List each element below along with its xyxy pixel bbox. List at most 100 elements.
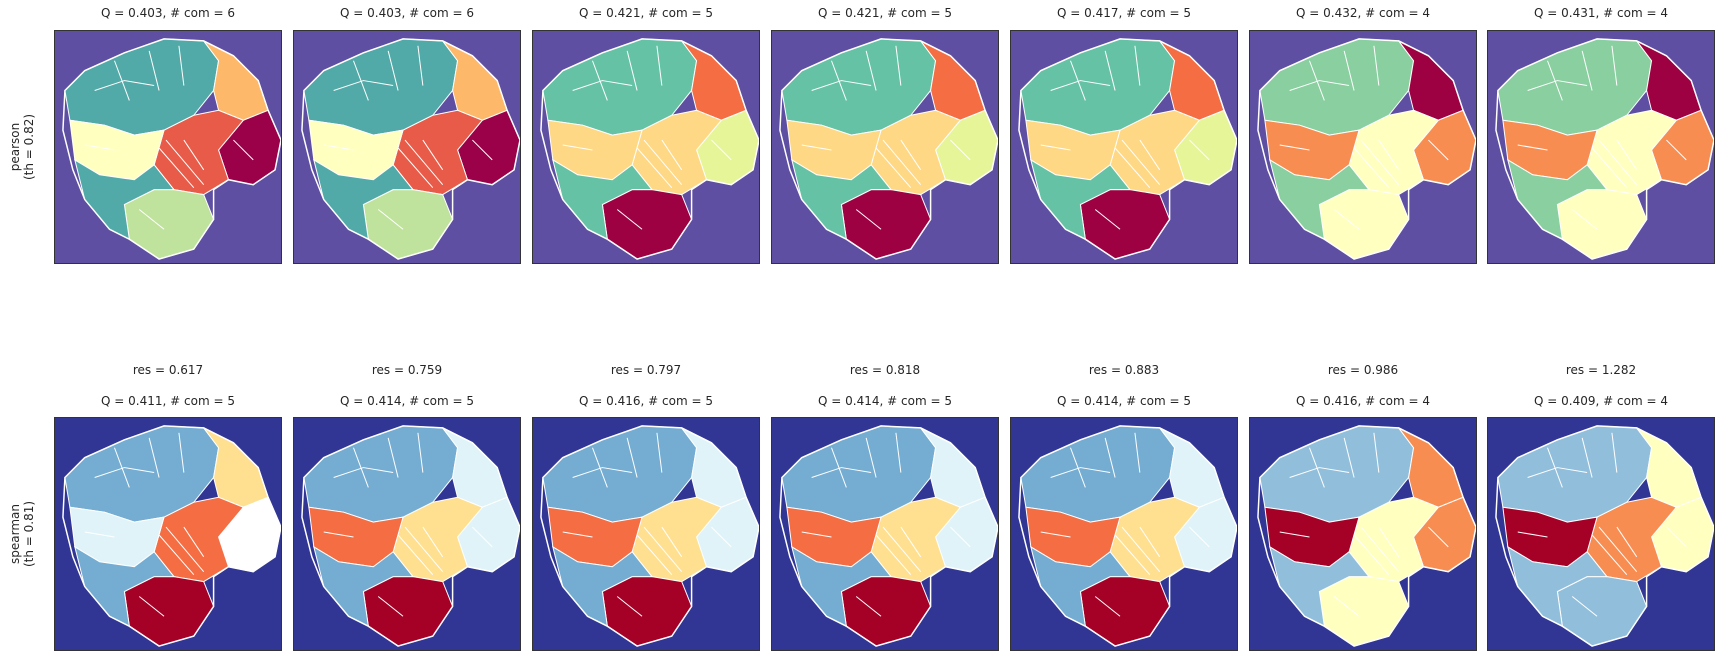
modularity-title: Q = 0.411, # com = 5 [101,394,235,408]
community-map-panel [1010,417,1238,651]
parcel-boundary [1571,596,1598,617]
parcel-boundary [404,526,444,572]
parcel-boundary [158,147,195,188]
parcel-boundary [572,80,633,91]
parcel-boundary [397,534,434,575]
community-map-panel [532,417,760,651]
parcel-boundary [1050,80,1111,91]
parcel-boundary [165,526,205,572]
community-map-panel [1249,417,1477,651]
community-map [62,38,281,260]
row-label-method: pearson [8,122,22,172]
parcel-boundary [94,80,155,91]
parcel-boundary [1289,80,1350,91]
parcel-boundary [1114,534,1151,575]
parcel-boundary [84,531,115,538]
community-region [1556,189,1648,260]
community-map [540,38,759,260]
parcel-boundary [1104,50,1116,91]
brain-outline [540,38,759,260]
resolution-title: res = 0.617 [132,363,204,377]
parcel-boundary [333,467,394,478]
parcel-boundary [183,526,205,558]
parcel-boundary [138,209,165,230]
community-map-panel [54,417,282,651]
brain-outline [62,38,281,260]
parcel-boundary [233,526,254,548]
parcel-boundary [1611,45,1618,86]
parcel-boundary [1134,45,1141,86]
community-region [123,189,215,260]
community-map-panel [771,30,999,264]
parcel-boundary [377,209,404,230]
parcel-boundary [661,526,683,558]
parcel-boundary [422,526,444,558]
brain-outline [62,425,281,647]
parcel-boundary [811,467,872,478]
parcel-boundary [1428,526,1449,548]
community-map [779,425,998,647]
modularity-title: Q = 0.414, # com = 5 [1057,394,1191,408]
modularity-title: Q = 0.403, # com = 6 [101,6,235,20]
parcel-boundary [1353,147,1390,188]
resolution-title: res = 0.759 [371,363,443,377]
parcel-boundary [333,80,394,91]
community-map-panel [1010,30,1238,264]
parcel-boundary [1050,467,1111,478]
parcel-boundary [84,144,115,151]
parcel-boundary [592,60,608,101]
parcel-boundary [950,526,971,548]
parcel-boundary [1279,531,1310,538]
community-region [840,189,932,260]
community-map [1257,425,1476,647]
parcel-boundary [138,596,165,617]
parcel-boundary [831,60,847,101]
parcel-boundary [1070,447,1086,488]
parcel-boundary [1378,526,1400,558]
parcel-boundary [377,596,404,617]
parcel-boundary [1309,60,1325,101]
parcel-boundary [562,531,593,538]
parcel-boundary [1094,596,1121,617]
community-region [1079,576,1171,647]
parcel-boundary [1611,432,1618,473]
brain-outline [540,425,759,647]
parcel-boundary [353,60,369,101]
community-map [62,425,281,647]
parcel-boundary [417,432,424,473]
community-region [601,576,693,647]
parcel-boundary [1114,147,1151,188]
parcel-boundary [656,432,663,473]
parcel-boundary [1121,139,1161,185]
parcel-boundary [643,139,683,185]
modularity-title: Q = 0.421, # com = 5 [579,6,713,20]
parcel-boundary [661,139,683,171]
parcel-boundary [1428,139,1449,161]
parcel-boundary [1070,60,1086,101]
modularity-title: Q = 0.421, # com = 5 [818,6,952,20]
parcel-boundary [1121,526,1161,572]
community-map-panel [293,30,521,264]
community-map-panel [532,30,760,264]
community-map [301,38,520,260]
parcel-boundary [1581,437,1593,478]
parcel-boundary [178,45,185,86]
parcel-boundary [1598,139,1638,185]
parcel-boundary [1104,437,1116,478]
parcel-boundary [831,447,847,488]
parcel-boundary [353,447,369,488]
parcel-boundary [1289,467,1350,478]
parcel-boundary [1571,209,1598,230]
parcel-boundary [1591,534,1628,575]
parcel-boundary [801,144,832,151]
parcel-boundary [1040,144,1071,151]
community-map [779,38,998,260]
modularity-title: Q = 0.414, # com = 5 [340,394,474,408]
parcel-boundary [1373,432,1380,473]
parcel-boundary [148,50,160,91]
resolution-title: res = 0.797 [610,363,682,377]
parcel-boundary [1343,437,1355,478]
parcel-boundary [1547,60,1563,101]
parcel-boundary [616,209,643,230]
parcel-boundary [875,147,912,188]
